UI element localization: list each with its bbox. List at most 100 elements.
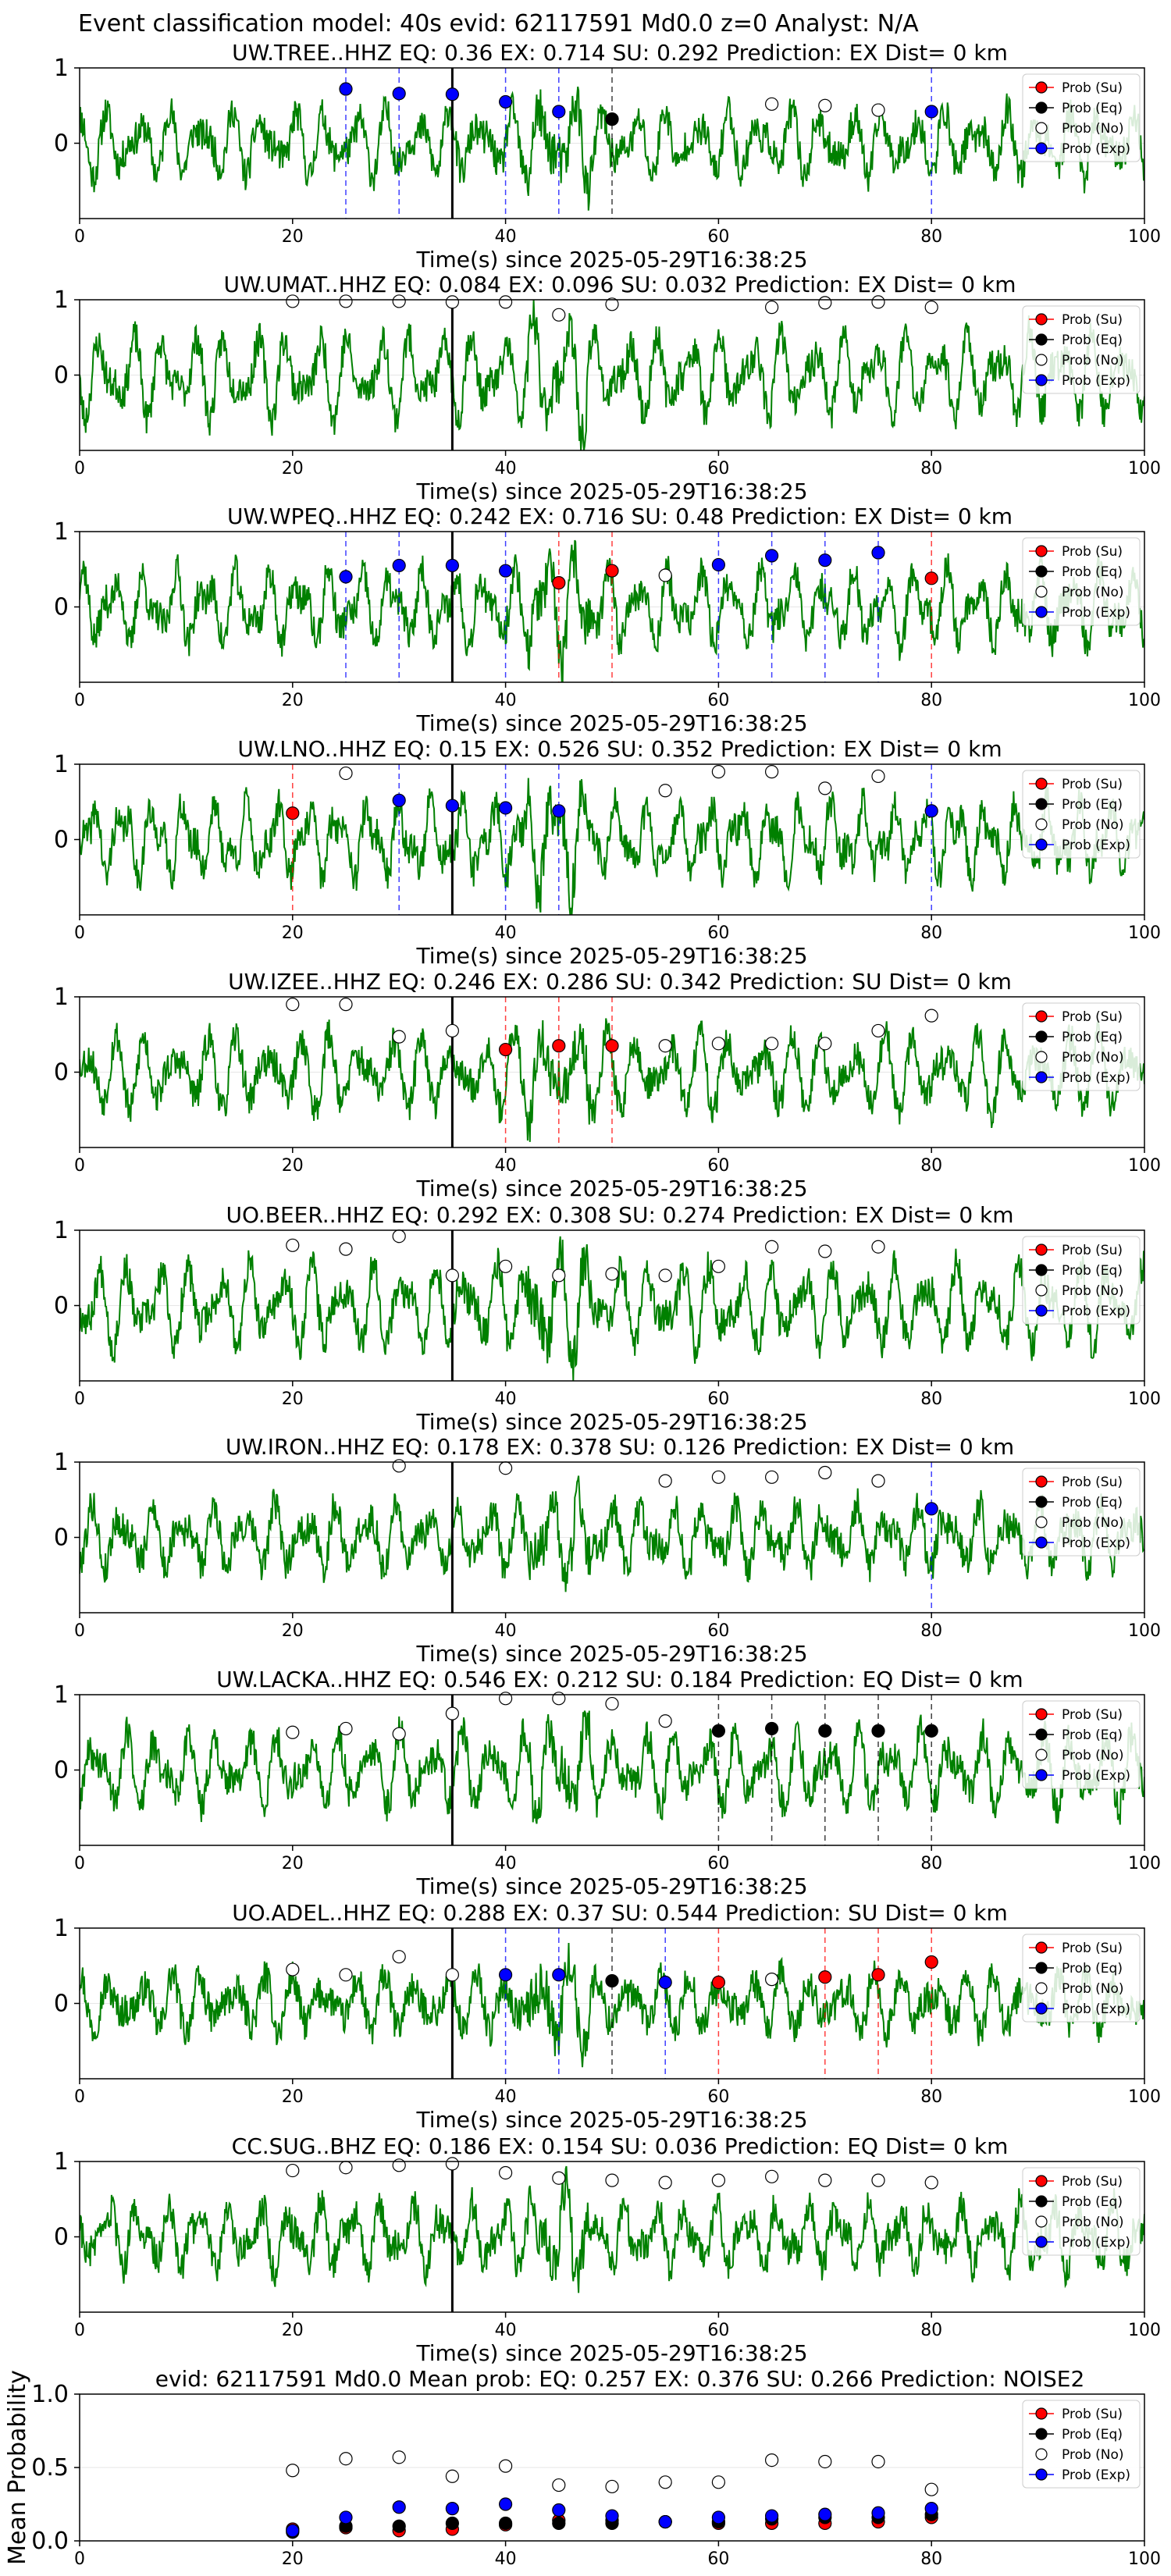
- prob-point-no: [818, 2173, 832, 2187]
- prob-point-exp: [764, 549, 779, 563]
- x-tick-label: 0: [74, 459, 85, 479]
- prob-point-exp: [605, 2509, 619, 2523]
- legend-label-su: Prob (Su): [1062, 1941, 1123, 1956]
- y-tick-label: 0: [54, 1059, 69, 1087]
- x-tick-label: 100: [1128, 1621, 1161, 1641]
- legend: Prob (Su) Prob (Eq) Prob (No) Prob (Exp): [1022, 1468, 1141, 1557]
- prob-point-exp: [818, 553, 832, 568]
- prob-point-no: [711, 1470, 726, 1484]
- x-tick-label: 0: [74, 2087, 85, 2107]
- prob-point-exp: [658, 1975, 672, 1990]
- prob-point-no: [392, 1229, 406, 1244]
- y-tick-label: 0: [54, 362, 69, 390]
- prob-point-no: [605, 2173, 619, 2187]
- legend-box: [1022, 2167, 1141, 2256]
- legend-marker-eq: [1035, 565, 1048, 578]
- prob-point-no: [924, 1009, 938, 1023]
- legend-marker-no: [1035, 2448, 1048, 2460]
- legend-marker-eq: [1035, 2195, 1048, 2208]
- prob-point-exp: [818, 2507, 832, 2521]
- prob-point-no: [764, 765, 779, 779]
- legend-marker-exp: [1035, 374, 1048, 386]
- panel-3: UW.WPEQ..HHZ EQ: 0.242 EX: 0.716 SU: 0.4…: [54, 503, 1161, 736]
- prob-point-no: [711, 2475, 726, 2489]
- legend-marker-no: [1035, 1284, 1048, 1297]
- legend: Prob (Su) Prob (Eq) Prob (No) Prob (Exp): [1022, 2400, 1141, 2489]
- legend-label-su: Prob (Su): [1062, 544, 1123, 560]
- prob-point-no: [552, 2171, 566, 2185]
- legend-marker-su: [1035, 313, 1048, 326]
- y-tick-label: 1: [54, 286, 69, 314]
- prob-point-no: [392, 1950, 406, 1964]
- x-tick-label: 20: [282, 1389, 304, 1409]
- prob-point-no: [818, 1465, 832, 1480]
- x-tick-label: 0: [74, 691, 85, 710]
- prob-point-su: [552, 576, 566, 590]
- legend-marker-no: [1035, 354, 1048, 366]
- legend: Prob (Su) Prob (Eq) Prob (No) Prob (Exp): [1022, 1700, 1141, 1789]
- prob-point-no: [818, 2454, 832, 2469]
- y-tick-label: 0: [54, 2224, 69, 2251]
- x-tick-label: 0: [74, 227, 85, 247]
- prob-point-eq: [392, 2519, 406, 2533]
- legend-label-exp: Prob (Exp): [1062, 1304, 1130, 1319]
- legend-marker-exp: [1035, 142, 1048, 155]
- legend-marker-no: [1035, 1516, 1048, 1528]
- legend-box: [1022, 770, 1141, 859]
- x-tick-label: 60: [707, 691, 729, 710]
- legend-marker-exp: [1035, 1536, 1048, 1549]
- waveform-trace: [80, 300, 1144, 450]
- prob-point-exp: [392, 2500, 406, 2514]
- legend-label-exp: Prob (Exp): [1062, 1768, 1130, 1784]
- prob-point-no: [605, 297, 619, 311]
- waveform-trace: [80, 2165, 1144, 2293]
- prob-point-no: [871, 1023, 885, 1038]
- prob-point-su: [498, 1042, 513, 1057]
- legend-marker-exp: [1035, 2468, 1048, 2481]
- legend: Prob (Su) Prob (Eq) Prob (No) Prob (Exp): [1022, 2167, 1141, 2256]
- prob-point-no: [711, 2173, 726, 2187]
- prob-point-su: [924, 571, 938, 585]
- x-tick-label: 60: [707, 1156, 729, 1176]
- panel-5: UW.IZEE..HHZ EQ: 0.246 EX: 0.286 SU: 0.3…: [54, 969, 1161, 1201]
- legend-label-exp: Prob (Exp): [1062, 838, 1130, 853]
- prob-point-no: [764, 2169, 779, 2183]
- panel-10: CC.SUG..BHZ EQ: 0.186 EX: 0.154 SU: 0.03…: [54, 2133, 1161, 2366]
- y-tick-label: 1: [54, 751, 69, 778]
- x-tick-label: 100: [1128, 459, 1161, 479]
- x-tick-label: 40: [495, 2321, 517, 2340]
- legend-label-eq: Prob (Eq): [1062, 564, 1123, 580]
- prob-point-no: [711, 765, 726, 779]
- x-tick-label: 100: [1128, 2321, 1161, 2340]
- legend-marker-su: [1035, 1244, 1048, 1256]
- prob-point-no: [445, 1968, 460, 1982]
- x-tick-label: 100: [1128, 1854, 1161, 1873]
- x-tick-label: 100: [1128, 2087, 1161, 2107]
- x-tick-label: 80: [920, 2321, 942, 2340]
- x-tick-label: 80: [920, 1854, 942, 1873]
- prob-point-no: [658, 784, 672, 798]
- y-tick-label: 1: [54, 1217, 69, 1244]
- x-axis-label: Time(s) since 2025-05-29T16:38:25: [415, 1873, 807, 1899]
- x-tick-label: 40: [495, 227, 517, 247]
- prob-point-no: [818, 296, 832, 310]
- y-tick-label: 0: [54, 1757, 69, 1784]
- prob-point-eq: [871, 1724, 885, 1738]
- panel-11: evid: 62117591 Md0.0 Mean prob: EQ: 0.25…: [4, 2366, 1161, 2569]
- prob-point-no: [658, 2475, 672, 2489]
- prob-point-eq: [605, 112, 619, 126]
- y-tick-label: 1: [54, 1681, 69, 1709]
- x-tick-label: 0: [74, 923, 85, 943]
- legend-marker-no: [1035, 1051, 1048, 1063]
- x-tick-label: 80: [920, 923, 942, 943]
- x-tick-label: 60: [707, 227, 729, 247]
- prob-point-no: [286, 2163, 300, 2178]
- legend: Prob (Su) Prob (Eq) Prob (No) Prob (Exp): [1022, 537, 1141, 626]
- legend-marker-exp: [1035, 2236, 1048, 2248]
- plot-area: [80, 1230, 1144, 1381]
- x-axis-label: Time(s) since 2025-05-29T16:38:25: [415, 247, 807, 272]
- legend-box: [1022, 537, 1141, 626]
- prob-point-no: [392, 1459, 406, 1473]
- prob-point-su: [711, 1975, 726, 1990]
- prob-point-no: [818, 781, 832, 795]
